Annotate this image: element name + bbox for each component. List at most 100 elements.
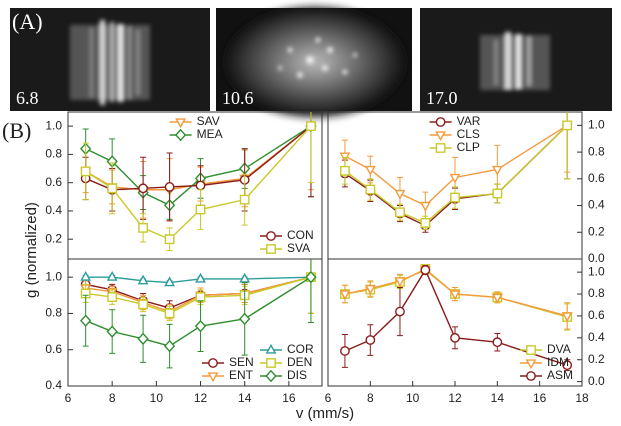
marker: [421, 219, 429, 227]
y-tick-label: 0.6: [588, 171, 605, 185]
marker: [493, 189, 501, 197]
y-tick-label: 0.4: [588, 198, 605, 212]
marker: [366, 185, 374, 193]
y-tick-label: 0.6: [45, 175, 62, 189]
legend-marker: [436, 118, 444, 126]
marker: [196, 293, 204, 301]
legend-label: VAR: [457, 114, 481, 128]
legend-marker: [176, 119, 184, 127]
marker: [493, 338, 501, 346]
y-tick-label: 0.4: [45, 203, 62, 217]
marker: [196, 181, 204, 189]
legend-marker: [176, 130, 185, 140]
legend-marker: [527, 372, 535, 380]
marker: [165, 183, 173, 191]
marker: [396, 307, 404, 315]
legend-marker: [527, 360, 535, 368]
legend-label: SVA: [287, 241, 310, 255]
legend-label: CLS: [457, 127, 480, 141]
legend-label: DIS: [287, 368, 307, 382]
marker: [240, 274, 248, 282]
image-label: 17.0: [426, 88, 458, 108]
x-tick-label: 14: [238, 391, 252, 405]
y-tick-label: 0.6: [588, 308, 605, 322]
legend-label: DEN: [287, 355, 312, 369]
marker: [107, 326, 116, 336]
legend-label: IDM: [547, 355, 569, 369]
marker: [396, 208, 404, 216]
legend-marker: [436, 132, 444, 140]
panel-label: (B): [2, 118, 31, 143]
marker: [108, 293, 116, 301]
image-label: 6.8: [16, 88, 39, 108]
plot-area: [341, 264, 572, 370]
marker: [196, 274, 204, 282]
y-tick-label: 0.0: [588, 374, 605, 388]
x-axis-label: v (mm/s): [296, 405, 354, 422]
y-tick-label: 1.0: [588, 264, 605, 278]
legend-label: CLP: [457, 140, 480, 154]
marker: [563, 121, 571, 129]
x-tick-label: 12: [448, 391, 462, 405]
legend-marker: [209, 373, 217, 381]
y-tick-label: 1.0: [45, 118, 62, 132]
x-tick-label: 12: [194, 391, 208, 405]
series-line: [86, 277, 311, 346]
marker: [366, 336, 374, 344]
legend-marker: [266, 371, 275, 381]
y-tick-label: 0.0: [588, 251, 605, 265]
x-tick-label: 16: [282, 391, 296, 405]
marker: [451, 334, 459, 342]
marker: [108, 272, 116, 280]
legend-marker: [436, 144, 444, 152]
figure: (A) 6.8 10.6 17.0 (B) g (normalized) v (…: [0, 0, 621, 426]
y-tick-label: 0.8: [45, 147, 62, 161]
y-tick-label: 0.4: [588, 330, 605, 344]
x-tick-label: 16: [533, 391, 547, 405]
x-tick-label: 6: [325, 391, 332, 405]
marker: [421, 266, 429, 274]
marker: [139, 224, 147, 232]
legend-label: DVA: [547, 342, 571, 356]
marker: [139, 184, 147, 192]
x-tick-label: 10: [150, 391, 164, 405]
y-tick-label: 0.8: [588, 286, 605, 300]
legend-label: MEA: [197, 127, 223, 141]
marker: [81, 315, 90, 325]
legend-label: COR: [287, 342, 314, 356]
y-tick-label: 1.0: [45, 269, 62, 283]
x-tick-label: 14: [491, 391, 505, 405]
legend-label: ENT: [229, 368, 254, 382]
x-tick-label: 18: [575, 391, 589, 405]
marker: [240, 195, 248, 203]
legend-marker: [267, 232, 275, 240]
y-tick-label: 0.8: [45, 306, 62, 320]
marker: [196, 321, 205, 331]
legend-label: ASM: [547, 368, 573, 382]
marker: [108, 184, 116, 192]
legend-marker: [267, 359, 275, 367]
marker: [421, 203, 429, 211]
y-tick-label: 0.4: [45, 378, 62, 392]
plot-frame: [328, 259, 582, 386]
marker: [81, 167, 89, 175]
marker: [240, 314, 249, 324]
marker: [341, 347, 349, 355]
y-tick-label: 1.0: [588, 118, 605, 132]
marker: [81, 272, 89, 280]
legend-marker: [267, 245, 275, 253]
marker: [165, 309, 173, 317]
x-tick-label: 8: [109, 391, 116, 405]
legend-marker: [267, 345, 275, 353]
plot-area: [81, 232, 316, 368]
x-tick-label: 8: [367, 391, 374, 405]
y-tick-label: 0.2: [45, 231, 62, 245]
marker: [307, 122, 315, 130]
marker: [165, 341, 174, 351]
marker: [451, 193, 459, 201]
legend-label: SEN: [229, 355, 254, 369]
y-tick-label: 0.8: [588, 144, 605, 158]
legend-label: SAV: [197, 114, 220, 128]
y-tick-label: 0.2: [588, 224, 605, 238]
marker: [341, 167, 349, 175]
